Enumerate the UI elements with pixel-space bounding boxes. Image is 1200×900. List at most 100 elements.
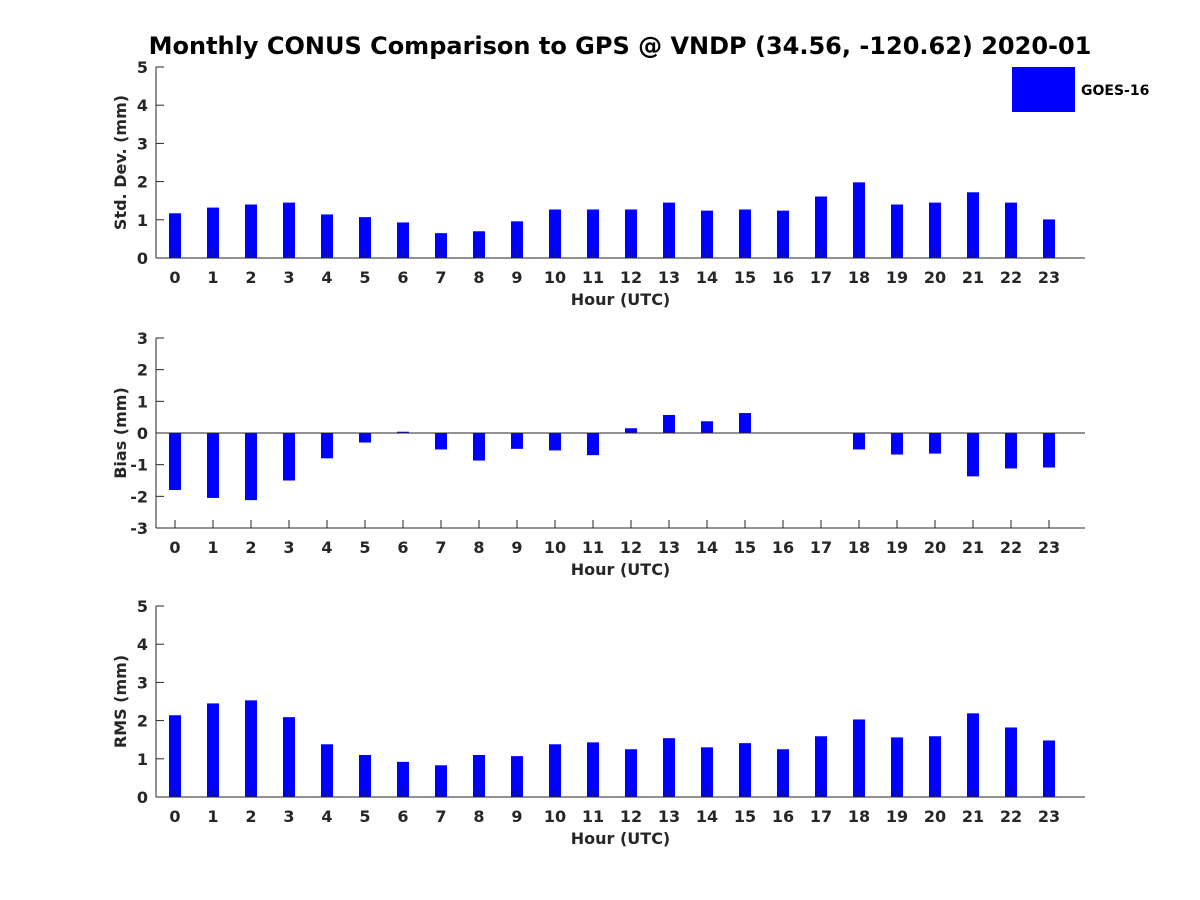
x-tick-label: 19 — [886, 807, 908, 826]
x-tick-label: 0 — [169, 538, 180, 557]
bar-std-dev-16 — [777, 210, 789, 258]
bar-rms-2 — [245, 700, 257, 797]
y-tick-label: 2 — [137, 712, 148, 731]
bar-std-dev-2 — [245, 204, 257, 258]
bar-std-dev-15 — [739, 209, 751, 258]
bar-bias-21 — [967, 433, 979, 477]
y-tick-label: 4 — [137, 635, 148, 654]
bar-rms-10 — [549, 744, 561, 797]
bar-std-dev-7 — [435, 233, 447, 258]
x-tick-label: 3 — [283, 268, 294, 287]
bar-std-dev-4 — [321, 214, 333, 258]
y-tick-label: 3 — [137, 329, 148, 348]
bar-rms-17 — [815, 736, 827, 797]
bar-bias-19 — [891, 433, 903, 455]
bar-bias-10 — [549, 433, 561, 451]
x-tick-label: 11 — [582, 538, 604, 557]
x-tick-label: 14 — [696, 268, 718, 287]
y-tick-label: 0 — [137, 424, 148, 443]
y-tick-label: 0 — [137, 788, 148, 807]
x-tick-label: 8 — [473, 807, 484, 826]
x-tick-label: 19 — [886, 538, 908, 557]
legend-swatch — [1012, 67, 1075, 112]
x-tick-label: 5 — [359, 807, 370, 826]
bar-bias-22 — [1005, 433, 1017, 469]
x-tick-label: 15 — [734, 807, 756, 826]
x-tick-label: 12 — [620, 807, 642, 826]
x-tick-label: 16 — [772, 268, 794, 287]
x-tick-label: 9 — [511, 538, 522, 557]
x-tick-label: 15 — [734, 538, 756, 557]
x-tick-label: 4 — [321, 538, 332, 557]
x-tick-label: 7 — [435, 807, 446, 826]
bar-std-dev-19 — [891, 204, 903, 258]
x-tick-label: 13 — [658, 807, 680, 826]
x-tick-label: 10 — [544, 268, 566, 287]
bar-std-dev-3 — [283, 202, 295, 258]
bar-std-dev-1 — [207, 207, 219, 258]
y-tick-label: 0 — [137, 249, 148, 268]
x-tick-label: 22 — [1000, 268, 1022, 287]
bar-std-dev-9 — [511, 221, 523, 258]
y-tick-label: -1 — [130, 456, 148, 475]
y-tick-label: 1 — [137, 392, 148, 411]
x-tick-label: 7 — [435, 268, 446, 287]
bar-rms-0 — [169, 715, 181, 797]
bar-bias-15 — [739, 413, 751, 433]
bar-std-dev-10 — [549, 209, 561, 258]
y-tick-label: 2 — [137, 361, 148, 380]
x-tick-label: 0 — [169, 268, 180, 287]
bar-std-dev-12 — [625, 209, 637, 258]
bar-rms-6 — [397, 761, 409, 797]
x-tick-label: 14 — [696, 807, 718, 826]
x-tick-label: 8 — [473, 268, 484, 287]
y-tick-label: 5 — [137, 597, 148, 616]
x-tick-label: 2 — [245, 807, 256, 826]
x-tick-label: 21 — [962, 268, 984, 287]
y-axis-label: Std. Dev. (mm) — [111, 95, 130, 230]
x-tick-label: 15 — [734, 268, 756, 287]
x-tick-label: 17 — [810, 807, 832, 826]
x-axis-label: Hour (UTC) — [571, 560, 671, 579]
bar-bias-12 — [625, 428, 637, 433]
bar-std-dev-17 — [815, 196, 827, 258]
y-tick-label: 5 — [137, 58, 148, 77]
y-tick-label: 3 — [137, 673, 148, 692]
bar-std-dev-23 — [1043, 219, 1055, 258]
x-tick-label: 12 — [620, 268, 642, 287]
x-tick-label: 7 — [435, 538, 446, 557]
bar-bias-3 — [283, 433, 295, 481]
legend: GOES-16 — [1012, 67, 1149, 112]
bar-std-dev-20 — [929, 202, 941, 258]
x-tick-label: 12 — [620, 538, 642, 557]
y-tick-label: -2 — [130, 487, 148, 506]
bar-bias-20 — [929, 433, 941, 454]
x-tick-label: 19 — [886, 268, 908, 287]
bar-bias-8 — [473, 433, 485, 461]
bar-rms-11 — [587, 742, 599, 797]
x-tick-label: 17 — [810, 538, 832, 557]
bar-std-dev-11 — [587, 209, 599, 258]
x-tick-label: 20 — [924, 538, 946, 557]
bar-bias-14 — [701, 421, 713, 433]
x-tick-label: 2 — [245, 268, 256, 287]
x-tick-label: 0 — [169, 807, 180, 826]
bar-rms-19 — [891, 737, 903, 797]
x-tick-label: 2 — [245, 538, 256, 557]
y-axis-label: RMS (mm) — [111, 655, 130, 748]
x-tick-label: 9 — [511, 807, 522, 826]
x-tick-label: 1 — [207, 268, 218, 287]
bar-std-dev-18 — [853, 182, 865, 258]
x-tick-label: 23 — [1038, 807, 1060, 826]
x-tick-label: 23 — [1038, 538, 1060, 557]
x-tick-label: 22 — [1000, 538, 1022, 557]
x-tick-label: 3 — [283, 538, 294, 557]
x-tick-label: 21 — [962, 807, 984, 826]
bar-rms-9 — [511, 756, 523, 797]
x-tick-label: 6 — [397, 807, 408, 826]
x-tick-label: 18 — [848, 268, 870, 287]
bar-std-dev-14 — [701, 210, 713, 258]
